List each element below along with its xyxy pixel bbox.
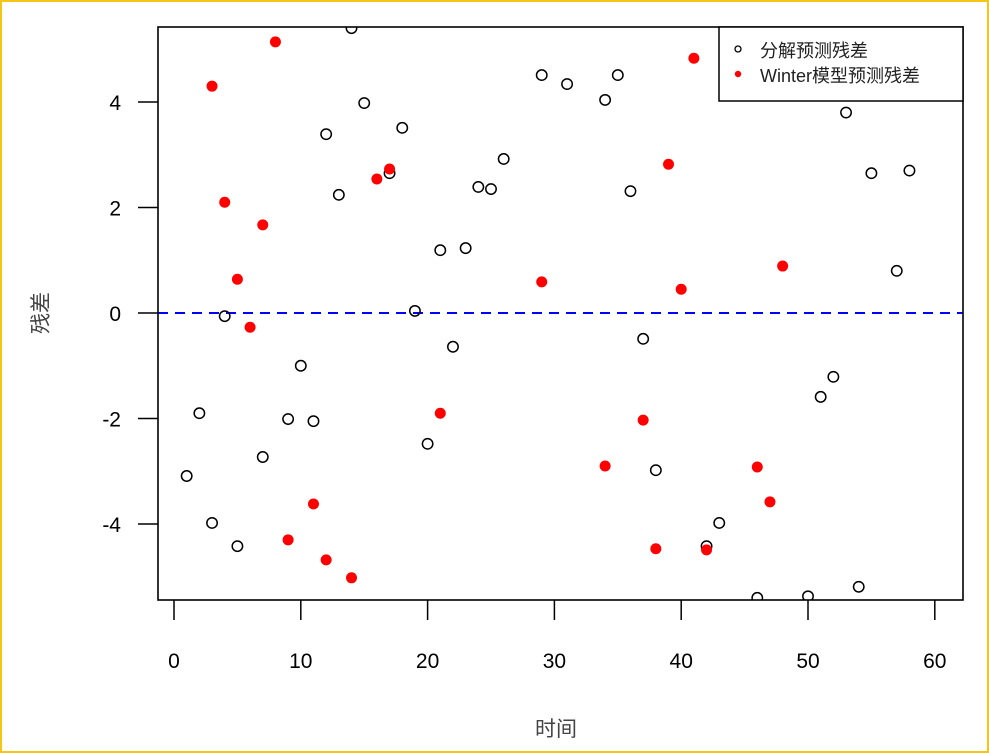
decomposition-residual-point	[497, 153, 510, 165]
winter-residual-point	[777, 260, 789, 272]
decomposition-residual-point	[624, 185, 637, 198]
winter-residual-point	[751, 461, 763, 473]
decomposition-residual-point	[649, 464, 662, 477]
y-axis-title: 残差	[29, 292, 53, 334]
winter-residual-point	[307, 498, 319, 510]
decomposition-residual-point	[434, 244, 447, 257]
decomposition-residual-point	[599, 93, 612, 106]
winter-residual-point	[384, 163, 396, 175]
decomposition-residual-point	[180, 470, 193, 482]
decomposition-residual-point	[193, 407, 206, 420]
legend: 分解预测残差 Winter模型预测残差	[718, 26, 964, 102]
decomposition-residual-point	[903, 164, 916, 177]
winter-residual-point	[637, 414, 649, 426]
winter-residual-point	[320, 554, 332, 566]
decomposition-residual-point	[827, 370, 840, 383]
plot-area	[157, 26, 964, 601]
decomposition-residual-point	[320, 128, 333, 141]
decomposition-residual-point	[637, 332, 650, 345]
decomposition-residual-point	[459, 242, 472, 255]
x-tick-label: 60	[923, 650, 946, 673]
winter-residual-point	[282, 534, 294, 546]
winter-residual-point	[244, 321, 256, 333]
y-tick-label: 2	[109, 198, 121, 221]
decomposition-residual-point	[472, 180, 485, 193]
winter-residual-point	[536, 276, 548, 288]
decomposition-residual-point	[485, 183, 497, 195]
decomposition-residual-point	[408, 304, 421, 317]
decomposition-residual-point	[396, 121, 409, 134]
decomposition-residual-point	[206, 516, 218, 529]
decomposition-residual-point	[231, 540, 244, 553]
decomposition-residual-point	[865, 167, 878, 180]
decomposition-residual-point	[421, 437, 434, 450]
winter-residual-point	[599, 460, 611, 472]
winter-residual-point	[219, 196, 231, 208]
legend-open-circle-icon	[734, 45, 742, 53]
winter-residual-point	[346, 572, 358, 584]
winter-residual-point	[231, 273, 243, 285]
decomposition-residual-point	[535, 69, 548, 82]
decomposition-residual-point	[814, 390, 827, 403]
decomposition-residual-point	[802, 590, 814, 600]
decomposition-residual-point	[358, 97, 371, 110]
winter-residual-point	[764, 496, 776, 508]
decomposition-residual-point	[840, 106, 852, 119]
winter-residual-point	[663, 158, 675, 170]
x-axis-title: 时间	[535, 717, 577, 741]
y-axis: -4 -2 0 2 4	[102, 92, 158, 537]
legend-red-dot-icon	[734, 70, 742, 78]
y-tick-label: -4	[102, 514, 121, 537]
decomposition-residual-point	[294, 359, 307, 372]
decomposition-residual-point	[447, 340, 459, 353]
decomposition-residual-point	[561, 78, 574, 91]
decomposition-residual-point	[307, 415, 320, 428]
winter-residual-point	[257, 219, 269, 231]
winter-residual-point	[206, 80, 218, 92]
y-tick-label: 4	[109, 92, 121, 115]
decomposition-residual-point	[890, 264, 903, 277]
x-tick-label: 20	[416, 650, 439, 673]
winter-residual-point	[434, 407, 446, 419]
winter-residual-point	[269, 36, 281, 48]
winter-residual-point	[701, 544, 713, 556]
decomposition-residual-point	[751, 591, 764, 600]
legend-item-winter: Winter模型预测残差	[760, 66, 920, 86]
x-axis: 0 10 20 30 40 50 60	[168, 600, 946, 673]
decomposition-residual-point	[713, 516, 726, 529]
winter-residual-point	[688, 52, 700, 64]
x-tick-label: 0	[168, 650, 180, 673]
decomposition-residual-point	[282, 413, 295, 425]
winter-residual-point	[371, 173, 383, 185]
decomposition-residual-point	[332, 188, 345, 201]
decomposition-residual-point	[256, 451, 269, 463]
decomposition-residual-point	[345, 27, 358, 35]
winter-residual-point	[675, 283, 687, 295]
decomposition-residual-point	[852, 580, 865, 593]
y-tick-label: -2	[102, 409, 121, 432]
x-tick-label: 50	[796, 650, 819, 673]
x-tick-label: 40	[670, 650, 693, 673]
x-tick-label: 10	[289, 650, 312, 673]
legend-box	[718, 26, 964, 102]
y-tick-label: 0	[109, 303, 121, 326]
winter-residual-point	[650, 543, 662, 555]
legend-item-decomposition: 分解预测残差	[760, 41, 868, 62]
x-tick-label: 30	[543, 650, 566, 673]
decomposition-residual-point	[611, 69, 624, 82]
decomposition-residual-point	[218, 310, 231, 323]
